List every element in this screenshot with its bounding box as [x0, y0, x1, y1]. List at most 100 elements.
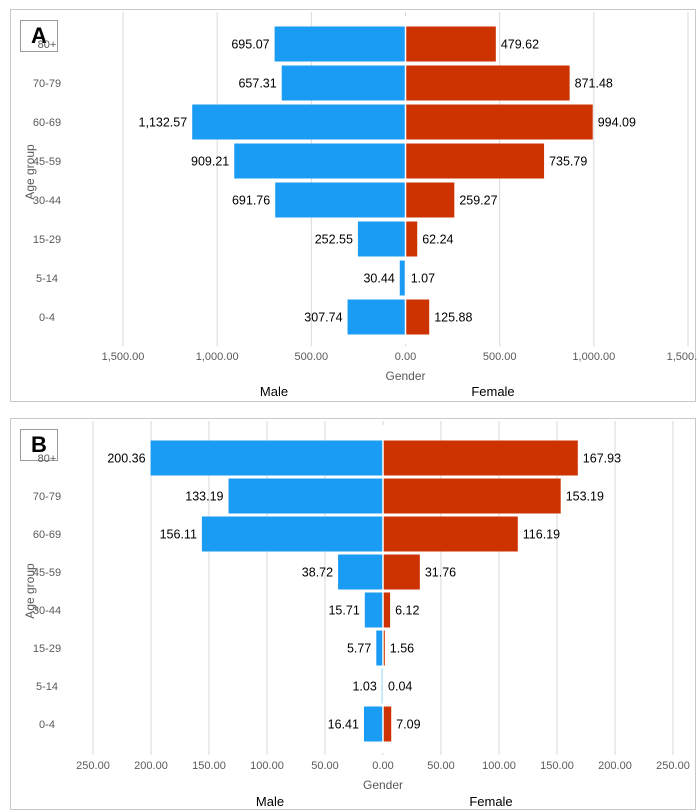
female-bar: [405, 143, 545, 179]
male-value-label: 200.36: [107, 452, 145, 466]
age-group-label: 30-44: [33, 195, 61, 207]
age-group-label: 60-69: [33, 117, 61, 129]
female-value-label: 153.19: [566, 490, 604, 504]
x-tick-label: 150.00: [540, 760, 574, 772]
male-value-label: 1.03: [352, 680, 376, 694]
male-value-label: 156.11: [160, 528, 197, 542]
male-value-label: 5.77: [347, 642, 371, 656]
male-bar: [150, 440, 383, 476]
x-tick-label: 50.00: [311, 760, 339, 772]
age-group-label: 80+: [38, 453, 57, 465]
female-bar: [383, 440, 578, 476]
female-side-label: Female: [469, 794, 512, 809]
male-bar: [228, 478, 383, 514]
female-bar: [383, 478, 561, 514]
age-group-label: 15-29: [33, 643, 61, 655]
male-value-label: 133.19: [185, 490, 223, 504]
female-bar: [383, 706, 392, 742]
female-bar: [405, 299, 430, 335]
female-value-label: 167.93: [583, 452, 621, 466]
female-bar: [383, 592, 391, 628]
female-value-label: 259.27: [459, 194, 497, 208]
x-tick-label: 0.00: [372, 760, 393, 772]
age-group-label: 45-59: [33, 567, 61, 579]
male-value-label: 657.31: [238, 77, 276, 91]
x-tick-label: 100.00: [482, 760, 516, 772]
female-value-label: 6.12: [395, 604, 419, 618]
x-tick-label: 500.00: [483, 351, 517, 363]
age-group-label: 60-69: [33, 529, 61, 541]
x-tick-label: 150.00: [192, 760, 226, 772]
x-tick-label: 50.00: [427, 760, 455, 772]
female-value-label: 0.04: [388, 680, 412, 694]
chart-panel-b: B 250.00 200.00 150.00 100.00 50.00 0.00 50.00…: [10, 418, 696, 810]
x-tick-label: 250.00: [76, 760, 110, 772]
male-value-label: 307.74: [304, 311, 342, 325]
y-axis-title: Age group: [23, 144, 37, 200]
chart-panel-a: A 1,500.00 1,000.00 500.00 0.00 500.00 1,000.…: [10, 9, 697, 402]
male-value-label: 15.71: [328, 604, 359, 618]
chart-b-svg: 250.00 200.00 150.00 100.00 50.00 0.00 50.00 10…: [23, 421, 690, 809]
age-group-label: 70-79: [33, 78, 61, 90]
age-group-label: 45-59: [33, 156, 61, 168]
panel-label: A: [20, 20, 58, 52]
male-bar: [399, 260, 406, 296]
x-tick-label: 250.00: [656, 760, 690, 772]
female-value-label: 125.88: [434, 311, 472, 325]
y-axis-title: Age group: [23, 563, 37, 619]
female-side-label: Female: [471, 384, 514, 399]
male-value-label: 909.21: [191, 155, 229, 169]
x-tick-label: 100.00: [250, 760, 284, 772]
male-value-label: 691.76: [232, 194, 270, 208]
male-bar: [234, 143, 406, 179]
x-tick-label: 200.00: [134, 760, 168, 772]
male-bar: [357, 221, 406, 257]
age-group-label: 0-4: [39, 312, 55, 324]
female-bar: [405, 65, 570, 101]
female-bar: [383, 516, 518, 552]
male-side-label: Male: [260, 384, 288, 399]
x-tick-label: 1,000.00: [572, 351, 615, 363]
male-bar: [274, 26, 406, 62]
female-value-label: 7.09: [396, 718, 420, 732]
male-value-label: 695.07: [231, 38, 269, 52]
female-value-label: 62.24: [422, 233, 453, 247]
male-value-label: 16.41: [328, 718, 359, 732]
age-group-label: 15-29: [33, 234, 61, 246]
age-group-label: 5-14: [36, 273, 58, 285]
female-value-label: 479.62: [501, 38, 539, 52]
male-value-label: 252.55: [315, 233, 353, 247]
x-axis-title: Gender: [385, 369, 425, 383]
x-tick-label: 1,500.00: [667, 351, 697, 363]
age-group-label: 70-79: [33, 491, 61, 503]
male-bar: [201, 516, 383, 552]
male-bar: [281, 65, 406, 101]
female-value-label: 31.76: [425, 566, 456, 580]
x-tick-label: 1,000.00: [196, 351, 239, 363]
x-tick-label: 1,500.00: [102, 351, 145, 363]
female-value-label: 994.09: [598, 116, 636, 130]
female-bar: [405, 104, 593, 140]
x-axis-title: Gender: [363, 778, 403, 792]
x-tick-label: 0.00: [395, 351, 416, 363]
x-tick-label: 500.00: [295, 351, 329, 363]
female-bar: [405, 26, 496, 62]
chart-a-svg: 1,500.00 1,000.00 500.00 0.00 500.00 1,000.00…: [23, 12, 697, 399]
male-value-label: 30.44: [363, 272, 394, 286]
female-value-label: 735.79: [549, 155, 587, 169]
male-value-label: 1,132.57: [139, 116, 188, 130]
male-side-label: Male: [256, 794, 284, 809]
male-bar: [376, 630, 383, 666]
female-value-label: 1.07: [411, 272, 435, 286]
male-bar: [363, 706, 383, 742]
female-bar: [383, 554, 420, 590]
female-bar: [405, 221, 418, 257]
male-bar: [192, 104, 406, 140]
female-bar: [405, 182, 455, 218]
age-group-label: 30-44: [33, 605, 61, 617]
male-bar: [347, 299, 406, 335]
male-bar: [275, 182, 406, 218]
female-value-label: 871.48: [575, 77, 613, 91]
male-value-label: 38.72: [302, 566, 333, 580]
age-group-label: 80+: [38, 39, 57, 51]
